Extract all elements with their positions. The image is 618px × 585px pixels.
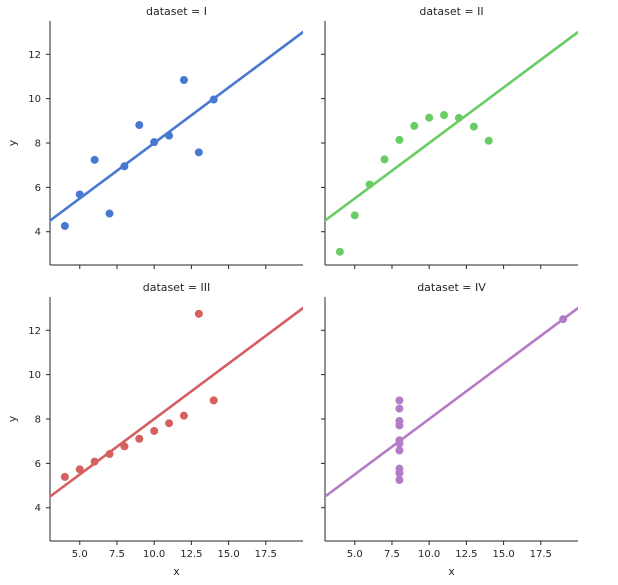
data-point [75, 465, 84, 474]
data-point [209, 396, 218, 405]
data-point [395, 404, 404, 413]
data-point [395, 416, 404, 425]
data-point [365, 180, 374, 189]
data-point [105, 450, 114, 459]
data-point [410, 121, 419, 130]
regression-line [50, 306, 303, 498]
x-tick-label: 12.5 [455, 549, 477, 560]
x-tick-label: 7.5 [384, 549, 400, 560]
data-point [135, 434, 144, 443]
regression-line [50, 30, 303, 222]
data-point [395, 476, 404, 484]
y-tick-label: 6 [35, 183, 41, 194]
data-point [469, 122, 478, 131]
data-point [90, 155, 99, 164]
data-point [90, 457, 99, 466]
y-tick-label: 4 [35, 503, 41, 514]
data-point [395, 396, 404, 405]
data-point [209, 95, 218, 104]
data-point [60, 221, 69, 230]
x-tick-label: 10.0 [143, 549, 165, 560]
panel-dataset-ii: dataset = II [321, 5, 578, 269]
x-tick-label: 10.0 [418, 549, 440, 560]
data-point [150, 426, 159, 435]
data-point [194, 148, 203, 157]
plot-area [50, 30, 303, 230]
y-tick-label: 8 [35, 415, 41, 426]
data-point [395, 135, 404, 144]
data-point [395, 446, 404, 455]
y-tick-label: 4 [35, 227, 41, 238]
panel-title: dataset = IV [417, 281, 486, 294]
data-point [425, 113, 434, 122]
x-tick-label: 5.0 [347, 549, 363, 560]
data-point [440, 111, 449, 120]
x-tick-label: 7.5 [109, 549, 125, 560]
data-point [484, 136, 493, 145]
x-tick-label: 15.0 [217, 549, 239, 560]
regression-line [325, 30, 578, 222]
panel-dataset-i: dataset = I 4 6 8 10 12 y [6, 5, 303, 269]
x-axis-label: x [173, 565, 180, 578]
regression-line [325, 306, 578, 498]
x-tick-label: 17.5 [530, 549, 552, 560]
data-point [135, 121, 144, 130]
data-point [454, 113, 463, 122]
plot-area [325, 30, 578, 256]
panel-title: dataset = II [419, 5, 483, 18]
data-point [60, 472, 69, 481]
data-point [350, 211, 359, 220]
data-point [380, 155, 389, 164]
plot-area [325, 306, 578, 498]
x-axis-label: x [448, 565, 455, 578]
data-point [150, 138, 159, 147]
plot-area [50, 306, 303, 498]
y-tick-label: 10 [28, 370, 41, 381]
x-tick-label: 5.0 [72, 549, 88, 560]
data-point [105, 209, 114, 218]
data-point [165, 419, 174, 428]
panel-dataset-iv: dataset = IV 5.0 7.5 10.0 12.5 15.0 17.5 x [321, 281, 578, 578]
data-point [179, 76, 188, 85]
data-point [179, 411, 188, 420]
data-point [395, 464, 404, 473]
x-tick-label: 17.5 [255, 549, 277, 560]
panel-title: dataset = III [143, 281, 211, 294]
y-axis-label: y [6, 139, 19, 146]
data-point [335, 247, 344, 256]
y-tick-label: 10 [28, 94, 41, 105]
x-tick-label: 12.5 [180, 549, 202, 560]
data-point [559, 315, 568, 324]
data-point [165, 131, 174, 140]
y-tick-label: 12 [28, 50, 41, 61]
data-point [194, 309, 203, 318]
y-tick-label: 6 [35, 459, 41, 470]
y-tick-label: 8 [35, 139, 41, 150]
data-point [120, 442, 129, 451]
data-point [395, 436, 404, 445]
data-point [75, 190, 84, 199]
panel-dataset-iii: dataset = III 4 6 8 10 12 5.0 7.5 10.0 12.5 15.0 17… [6, 281, 303, 578]
y-axis-label: y [6, 415, 19, 422]
panel-title: dataset = I [146, 5, 207, 18]
data-point [120, 162, 129, 171]
x-tick-label: 15.0 [492, 549, 514, 560]
y-tick-label: 12 [28, 326, 41, 337]
